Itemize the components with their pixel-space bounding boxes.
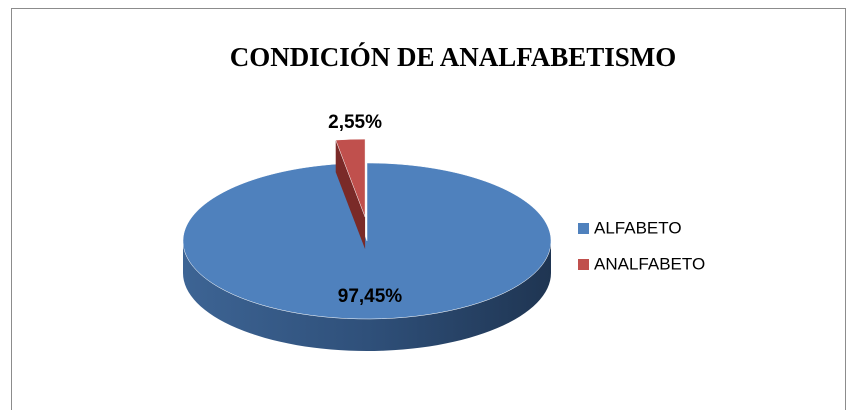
slice-cut xyxy=(335,140,366,250)
chart-frame xyxy=(11,8,846,410)
slice xyxy=(182,162,552,320)
value-label: 97,45% xyxy=(338,286,403,307)
pie: 97,45% 2,55% xyxy=(182,112,552,351)
slice-side xyxy=(183,241,551,351)
value-label: 2,55% xyxy=(328,112,382,133)
slice xyxy=(335,138,366,218)
legend-label: ANALFABETO xyxy=(594,254,705,273)
legend-label: ALFABETO xyxy=(594,218,682,237)
legend: ALFABETO ANALFABETO xyxy=(578,218,705,273)
legend-swatch xyxy=(578,259,589,270)
legend-swatch xyxy=(578,223,589,234)
chart-title: CONDICIÓN DE ANALFABETISMO xyxy=(230,42,677,72)
